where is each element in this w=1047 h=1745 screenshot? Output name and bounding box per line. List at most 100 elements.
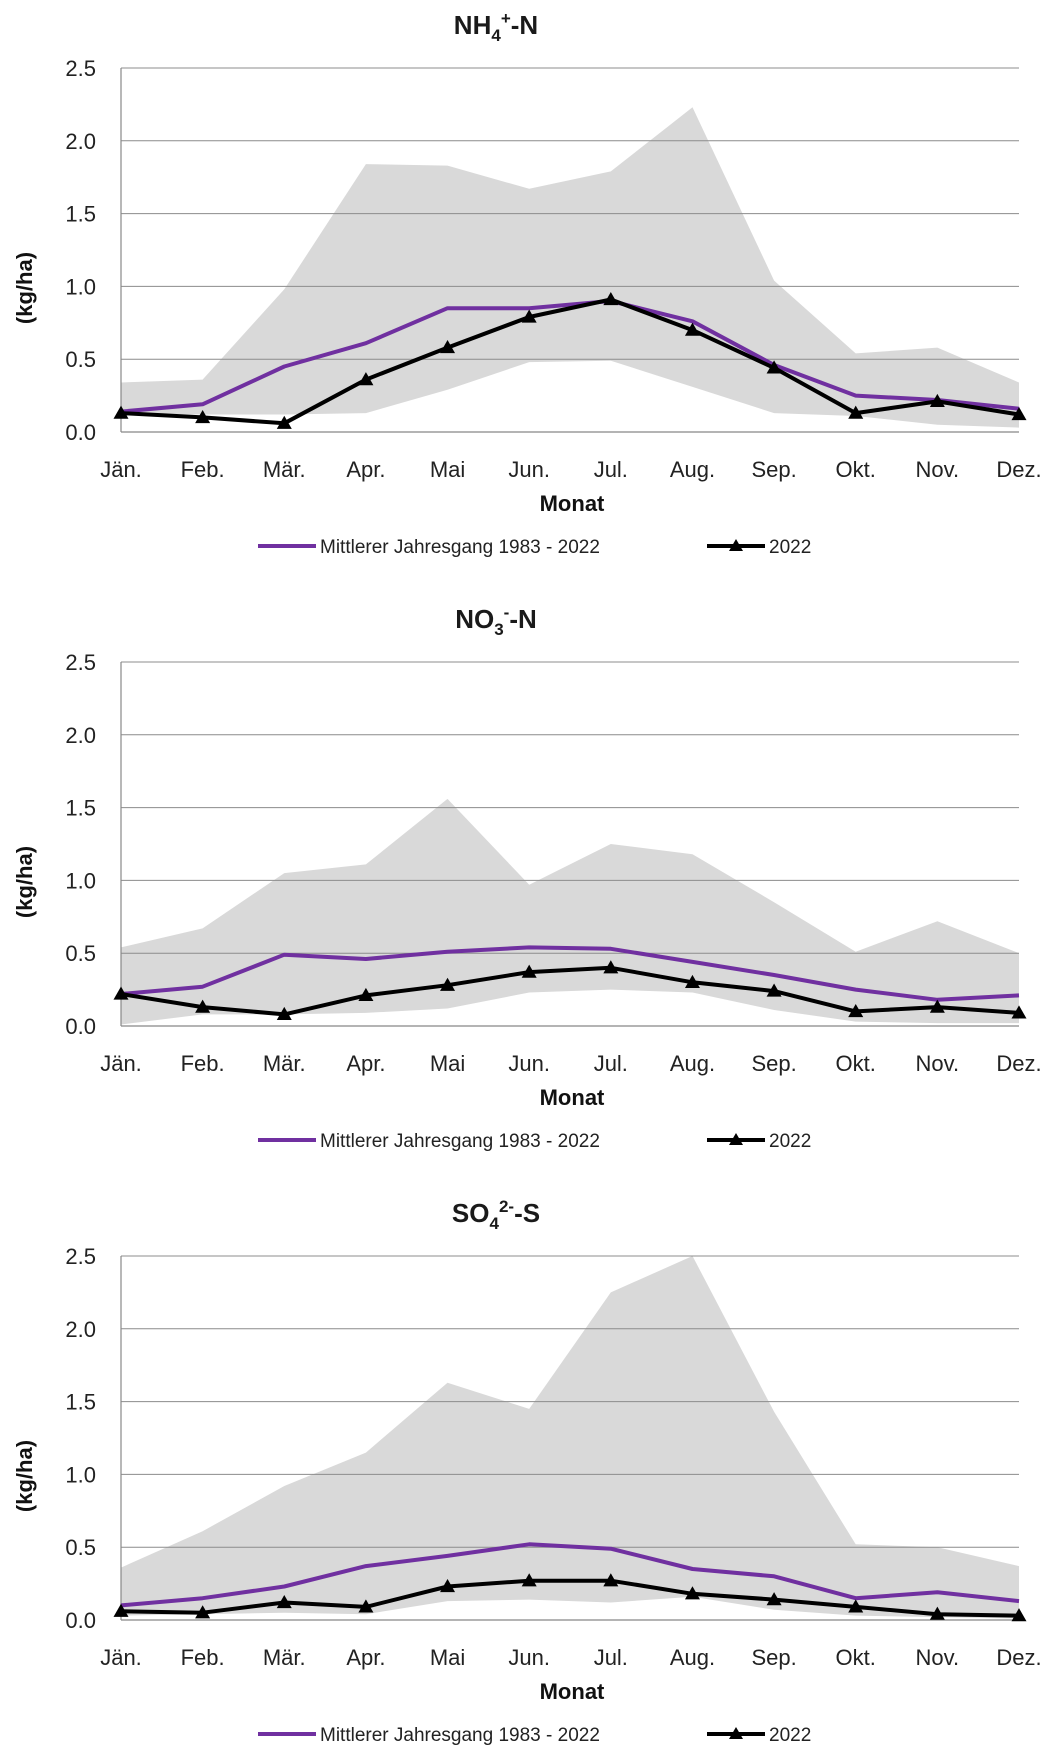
marker-2022 [276,1595,292,1609]
x-axis-label: Monat [540,1085,605,1110]
marker-2022 [440,1579,456,1593]
chart-title-main: NH [454,10,492,40]
legend-label-2022: 2022 [769,537,811,558]
y-tick-label: 1.5 [65,1390,96,1415]
y-axis-label: (kg/ha) [12,846,37,918]
x-tick-label: Mär. [263,1645,306,1670]
x-tick-label: Aug. [670,1645,715,1670]
chart-panel-1: NH4+-N 0.0 0.5 1.0 1.5 2.0 2.5 Jän. Feb. Mär. Apr.… [12,9,1042,558]
chart-title: NO3--N [455,603,537,639]
chart-title: NH4+-N [454,9,538,45]
marker-2022 [358,987,374,1002]
marker-2022 [848,1003,864,1018]
x-tick-label: Mai [430,1051,465,1076]
x-tick-label: Aug. [670,457,715,482]
x-tick-label: Jul. [594,457,628,482]
series-line-2022 [120,965,1020,1017]
chart-title-superscript: 2- [499,1197,514,1216]
series-line-2022 [120,1578,1020,1618]
legend-label-2022: 2022 [769,1131,811,1152]
y-tick-label: 0.5 [65,1535,96,1560]
x-tick-label: Apr. [346,1051,385,1076]
x-tick-label: Dez. [996,457,1041,482]
marker-2022 [195,999,211,1013]
x-tick-label: Okt. [836,457,876,482]
x-tick-label: Mär. [263,1051,306,1076]
x-tick-label: Mai [430,1645,465,1670]
x-tick-label: Okt. [836,1645,876,1670]
marker-2022 [440,977,456,991]
chart-title-tail: -N [511,10,538,40]
marker-2022 [929,1606,945,1620]
x-tick-label: Jun. [508,1645,550,1670]
series-line-mean [120,299,1020,414]
marker-2022 [358,372,374,386]
marker-2022 [195,409,211,424]
chart-title-superscript: + [501,9,511,28]
chart-title-subscript: 4 [489,1214,499,1233]
x-tick-label: Dez. [996,1051,1041,1076]
range-band [121,1256,1019,1619]
x-tick-label: Feb. [181,1645,225,1670]
x-tick-label: Nov. [916,1051,960,1076]
y-tick-label: 0.5 [65,347,96,372]
x-tick-label: Nov. [916,1645,960,1670]
x-tick-label: Jun. [508,1051,550,1076]
legend-label-mean: Mittlerer Jahresgang 1983 - 2022 [320,1131,600,1152]
marker-2022 [1011,1005,1027,1019]
marker-2022 [440,340,456,354]
legend: Mittlerer Jahresgang 1983 - 2022 2022 [258,537,811,558]
y-tick-label: 0.0 [65,1014,96,1039]
x-tick-label: Apr. [346,1645,385,1670]
y-axis-label: (kg/ha) [12,252,37,324]
chart-title-superscript: - [504,603,510,622]
x-tick-label: Sep. [751,1645,796,1670]
chart-title-main: SO [452,1198,490,1228]
legend: Mittlerer Jahresgang 1983 - 2022 2022 [258,1725,811,1745]
chart-title-subscript: 3 [494,620,503,639]
y-tick-label: 2.0 [65,1317,96,1342]
marker-2022 [603,292,619,306]
marker-2022 [358,1599,374,1613]
x-tick-label: Jän. [100,1051,142,1076]
series-line-mean [120,1542,1020,1608]
y-axis-label: (kg/ha) [12,1440,37,1512]
x-tick-label: Apr. [346,457,385,482]
marker-2022 [113,405,129,419]
chart-title-subscript: 4 [491,26,501,45]
legend: Mittlerer Jahresgang 1983 - 2022 2022 [258,1131,811,1152]
x-tick-label: Aug. [670,1051,715,1076]
y-tick-label: 2.0 [65,129,96,154]
marker-2022 [195,1605,211,1619]
legend-marker-2022 [729,1727,743,1739]
legend-marker-2022 [729,539,743,551]
x-tick-label: Feb. [181,457,225,482]
y-tick-label: 1.5 [65,796,96,821]
chart-panel-2: NO3--N 0.0 0.5 1.0 1.5 2.0 2.5 Jän. Feb. Mär. Apr.… [12,603,1042,1152]
legend-marker-2022 [729,1133,743,1145]
marker-2022 [276,415,292,429]
series-line-2022 [120,297,1020,426]
marker-2022 [521,309,537,323]
marker-2022 [276,1006,292,1020]
y-tick-label: 0.0 [65,1608,96,1633]
marker-2022 [684,974,700,988]
marker-2022 [521,1573,537,1587]
legend-label-mean: Mittlerer Jahresgang 1983 - 2022 [320,1725,600,1745]
y-tick-label: 0.0 [65,420,96,445]
marker-2022 [684,322,700,336]
x-tick-label: Jän. [100,457,142,482]
x-tick-label: Jun. [508,457,550,482]
chart-title-main: NO [455,604,494,634]
marker-2022 [113,986,129,1000]
marker-2022 [684,1586,700,1600]
x-tick-label: Dez. [996,1645,1041,1670]
marker-2022 [766,1592,782,1606]
chart-title-tail: -N [509,604,536,634]
legend-label-mean: Mittlerer Jahresgang 1983 - 2022 [320,537,600,558]
y-tick-label: 2.5 [65,650,96,675]
marker-2022 [603,960,619,974]
marker-2022 [766,983,782,997]
y-tick-label: 2.5 [65,1244,96,1269]
